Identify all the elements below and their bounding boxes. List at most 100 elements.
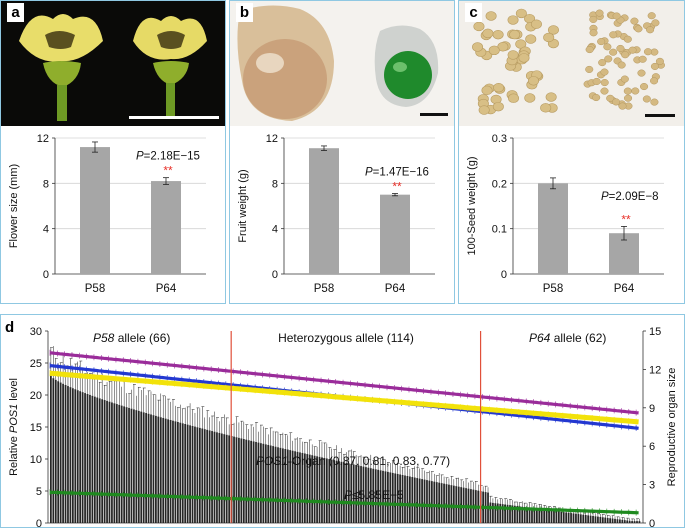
panel-b: b 0 4 8 12 P58 P64 ** P=1.47E−16 Fruit weight (g… [229, 0, 455, 304]
left-tick-label: 25 [30, 358, 42, 370]
expression-bar [399, 474, 401, 523]
expression-bar [555, 511, 558, 523]
expression-bar [123, 406, 126, 523]
seed-left [509, 29, 521, 40]
expression-bar [142, 412, 145, 523]
expression-bar [438, 482, 441, 523]
y-tick-label: 0.1 [492, 224, 507, 236]
expression-bar [587, 515, 590, 523]
seed-right [623, 35, 632, 43]
seed-right [650, 77, 659, 85]
seed-right [650, 98, 659, 106]
expression-bar [433, 481, 436, 523]
expression-bar [619, 519, 621, 523]
right-tick-label: 3 [649, 480, 655, 492]
y-axis-label: Flower size (mm) [8, 164, 20, 248]
flower-right [133, 16, 207, 119]
expression-bar [203, 429, 206, 523]
expression-bar [528, 507, 531, 523]
x-tick-label: P64 [385, 283, 406, 295]
expression-bar [93, 396, 96, 523]
scale-bar [420, 113, 448, 116]
expression-bar [538, 508, 541, 523]
expression-bar [179, 422, 182, 523]
seed-left [515, 8, 527, 19]
expression-bar [408, 476, 411, 523]
expression-bar [523, 507, 526, 523]
expression-bar [155, 415, 157, 523]
expression-bar [514, 505, 516, 523]
seed-right [646, 26, 655, 34]
expression-bar [367, 467, 370, 523]
expression-bar [387, 471, 389, 523]
seed-weight-chart: 0 0.1 0.2 0.3 P58 P64 ** P=2.09E−8 100-Seed weig… [466, 133, 664, 295]
expression-bar [516, 506, 519, 523]
scale-bar [129, 116, 219, 119]
yellow-flowers-photo [1, 1, 225, 126]
y-tick-label: 0 [501, 269, 507, 281]
seed-right [639, 82, 649, 91]
expression-bar [213, 431, 216, 523]
expression-bar [357, 465, 360, 523]
expression-bar [391, 472, 394, 523]
expression-bar [621, 519, 624, 523]
seed-right [585, 46, 594, 54]
seed-right [589, 15, 598, 23]
y-tick-label: 8 [272, 178, 278, 190]
expression-bar [335, 460, 338, 523]
expression-bar [150, 414, 152, 523]
series-green [49, 490, 639, 515]
expression-bar [135, 410, 138, 523]
expression-bar [235, 437, 238, 523]
expression-bar [164, 418, 167, 523]
expression-bar [74, 389, 77, 523]
expression-bar [196, 427, 199, 523]
expression-bar [54, 379, 57, 523]
expression-bar [394, 473, 397, 523]
expression-bar [162, 417, 165, 523]
expression-bar [597, 516, 599, 523]
expression-bar [628, 520, 631, 523]
expression-bar [360, 466, 362, 523]
y-tick-label: 4 [272, 224, 278, 236]
expression-bar [614, 518, 616, 523]
x-tick-label: P58 [314, 283, 334, 295]
panel-a: a 0 4 8 12 P58 P64 ** P=2.18E−15 Flower size (mm… [0, 0, 226, 304]
seed-right [609, 48, 618, 56]
seed-right [595, 9, 604, 17]
expression-bar [98, 398, 101, 523]
seed-left [492, 29, 504, 40]
expression-bar [189, 425, 191, 523]
expression-bar [194, 426, 196, 523]
expression-bar [506, 504, 509, 523]
expression-bar [169, 419, 172, 523]
fruit-left [237, 5, 334, 122]
expression-bar [396, 473, 399, 523]
expression-bar [404, 475, 406, 523]
expression-bar [84, 393, 86, 523]
seed-right [634, 25, 643, 33]
expression-bar [435, 482, 438, 523]
expression-bar [308, 454, 311, 523]
expression-bar [355, 464, 358, 523]
expression-bar [269, 445, 272, 523]
expression-bar [423, 479, 426, 523]
expression-bar [186, 424, 189, 523]
y-tick-label: 4 [43, 224, 49, 236]
seed-right [603, 43, 612, 51]
expression-bar [535, 508, 538, 523]
expression-bar [208, 430, 211, 523]
seed-left [488, 45, 500, 56]
seed-right [612, 98, 621, 106]
seed-left [481, 85, 493, 96]
expression-bar [233, 436, 235, 523]
expression-bar [264, 444, 267, 523]
expression-bar [76, 390, 79, 523]
expression-bar [584, 515, 587, 523]
expression-bar [79, 391, 82, 523]
flower-left [19, 14, 103, 121]
seed-right [618, 102, 627, 110]
expression-bar [338, 461, 340, 523]
expression-bar [272, 446, 274, 523]
expression-bar [89, 394, 91, 523]
